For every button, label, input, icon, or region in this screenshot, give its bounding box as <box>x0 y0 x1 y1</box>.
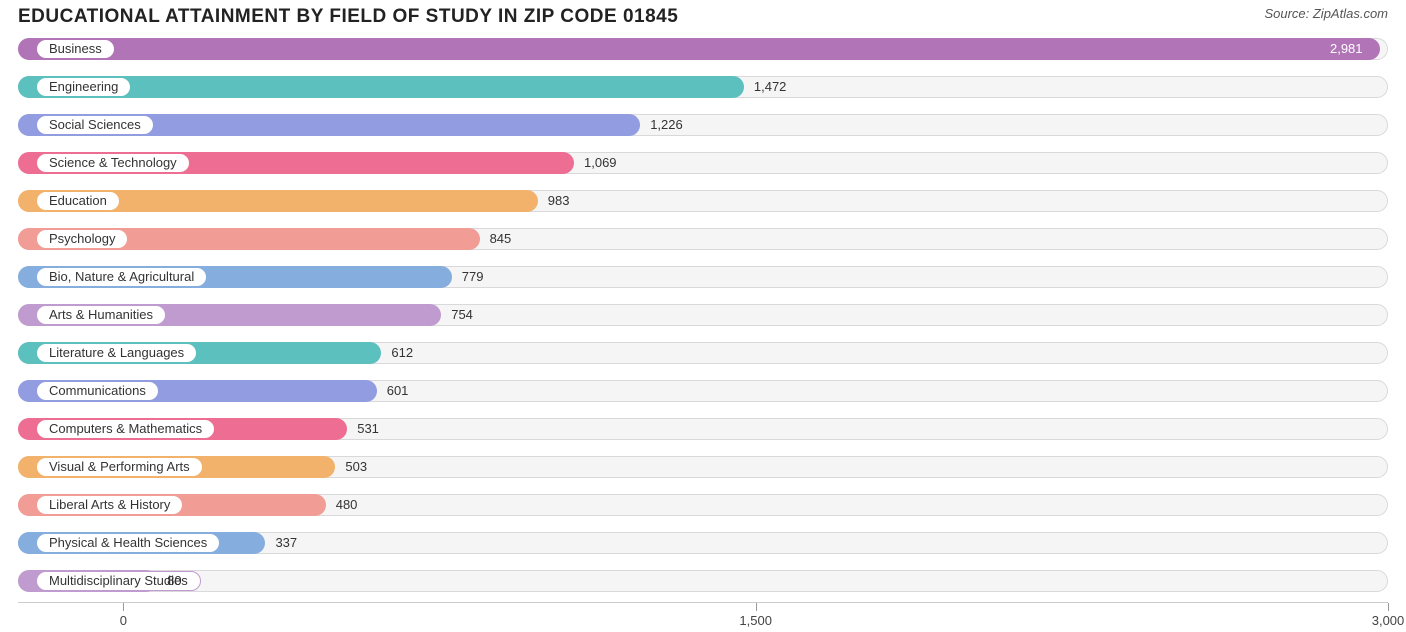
bar-row: Social Sciences 1,226 <box>18 108 1388 142</box>
bar-value: 754 <box>451 304 473 326</box>
bar-value: 2,981 <box>1330 38 1363 60</box>
bar-value: 983 <box>548 190 570 212</box>
bar-label: Arts & Humanities <box>36 305 166 325</box>
bar-row: Physical & Health Sciences 337 <box>18 526 1388 560</box>
bar-row: Psychology 845 <box>18 222 1388 256</box>
chart-area: Business 2,981 Engineering 1,472 Social Scie… <box>0 32 1406 598</box>
axis-tick-label: 3,000 <box>1372 613 1405 628</box>
bar-value: 845 <box>490 228 512 250</box>
bar-label: Psychology <box>36 229 128 249</box>
axis-tick-label: 1,500 <box>739 613 772 628</box>
bar-value: 779 <box>462 266 484 288</box>
bar-row: Arts & Humanities 754 <box>18 298 1388 332</box>
bar-label: Communications <box>36 381 159 401</box>
bar-label: Business <box>36 39 115 59</box>
x-axis: 01,5003,000 <box>18 602 1388 632</box>
bar-value: 337 <box>275 532 297 554</box>
bar-label: Education <box>36 191 120 211</box>
bar-row: Engineering 1,472 <box>18 70 1388 104</box>
chart-source: Source: ZipAtlas.com <box>1264 6 1388 21</box>
chart-header: EDUCATIONAL ATTAINMENT BY FIELD OF STUDY… <box>0 0 1406 32</box>
bar-value: 480 <box>336 494 358 516</box>
bar-value: 1,226 <box>650 114 683 136</box>
bar-row: Bio, Nature & Agricultural 779 <box>18 260 1388 294</box>
bar-label: Visual & Performing Arts <box>36 457 203 477</box>
bar-value: 80 <box>167 570 181 592</box>
bar-track <box>18 570 1388 592</box>
bar-label: Computers & Mathematics <box>36 419 215 439</box>
bar-row: Literature & Languages 612 <box>18 336 1388 370</box>
bar-row: Business 2,981 <box>18 32 1388 66</box>
bar-label: Science & Technology <box>36 153 190 173</box>
bar-row: Science & Technology 1,069 <box>18 146 1388 180</box>
bar-label: Physical & Health Sciences <box>36 533 220 553</box>
bar-value: 531 <box>357 418 379 440</box>
axis-tick <box>756 603 757 611</box>
bar-row: Multidisciplinary Studies80 <box>18 564 1388 598</box>
bar-label: Literature & Languages <box>36 343 197 363</box>
bar-value: 1,472 <box>754 76 787 98</box>
bar-value: 601 <box>387 380 409 402</box>
bar-row: Communications 601 <box>18 374 1388 408</box>
bar-label: Engineering <box>36 77 131 97</box>
bar-label: Bio, Nature & Agricultural <box>36 267 207 287</box>
bar-value: 612 <box>391 342 413 364</box>
bar-label: Liberal Arts & History <box>36 495 183 515</box>
axis-tick <box>1388 603 1389 611</box>
bar-fill <box>18 38 1380 60</box>
axis-tick-label: 0 <box>120 613 127 628</box>
bar-row: Computers & Mathematics 531 <box>18 412 1388 446</box>
axis-tick <box>123 603 124 611</box>
chart-title: EDUCATIONAL ATTAINMENT BY FIELD OF STUDY… <box>18 6 678 28</box>
bar-label: Social Sciences <box>36 115 154 135</box>
bar-row: Education 983 <box>18 184 1388 218</box>
bar-row: Liberal Arts & History 480 <box>18 488 1388 522</box>
bar-value: 1,069 <box>584 152 617 174</box>
bar-row: Visual & Performing Arts 503 <box>18 450 1388 484</box>
bar-value: 503 <box>345 456 367 478</box>
